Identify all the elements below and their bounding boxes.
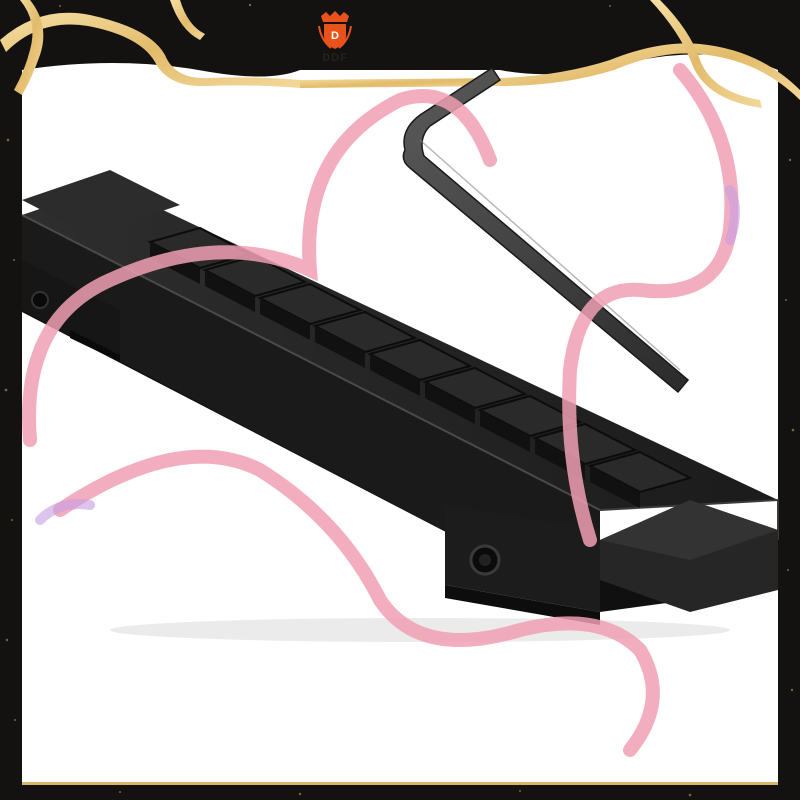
- gold-ribbon-top-left-curl: [14, 0, 44, 95]
- hex-key-wrench: [402, 66, 690, 394]
- gold-ribbon-top-right-curl: [650, 0, 762, 108]
- gold-ribbon-top-left: [0, 12, 300, 88]
- right-clamp: [445, 505, 600, 612]
- brand-name: DDF: [322, 52, 348, 64]
- gold-ribbon-top-right: [500, 43, 800, 100]
- pink-ribbon-left-violet: [35, 499, 95, 525]
- pink-ribbons: [22, 63, 740, 757]
- left-screw: [31, 291, 49, 309]
- pink-ribbon-right: [562, 63, 739, 547]
- gold-ribbon-left-tail: [170, 0, 205, 40]
- pink-ribbon-upper: [22, 89, 497, 447]
- shield-emblem-icon: D: [318, 11, 352, 49]
- pink-ribbon-middle: [53, 449, 660, 757]
- emblem-letter: D: [331, 30, 339, 42]
- gold-ribbon-top-center: [300, 78, 500, 88]
- pink-ribbon-right-violet: [725, 185, 740, 245]
- gold-speckles: [4, 3, 795, 797]
- bottom-gold-edge: [22, 782, 778, 785]
- brand-logo: D DDF: [300, 10, 370, 70]
